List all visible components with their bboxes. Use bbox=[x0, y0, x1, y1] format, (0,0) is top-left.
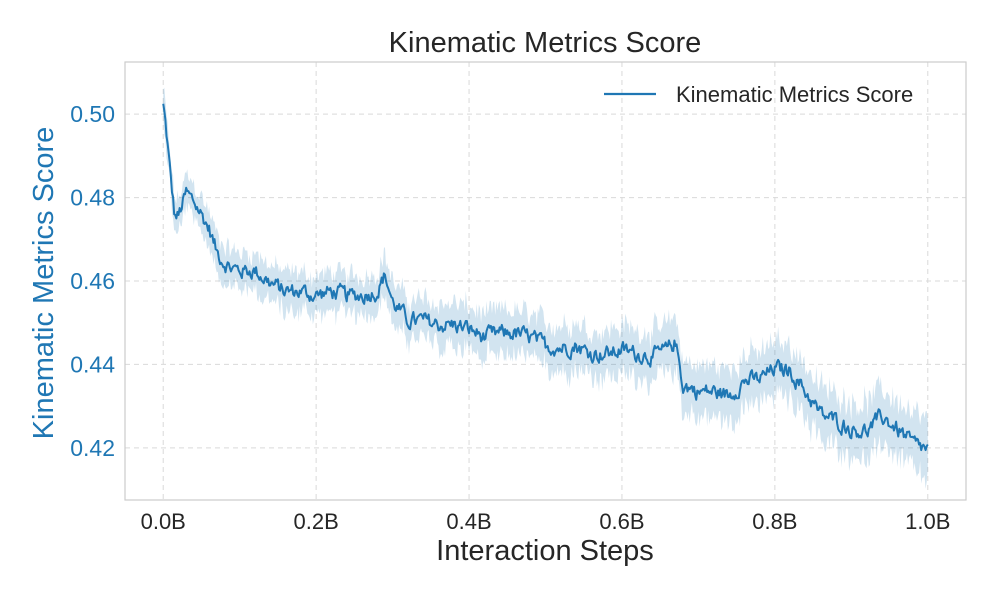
x-tick-label: 0.8B bbox=[752, 509, 797, 534]
y-axis-label: Kinematic Metrics Score bbox=[28, 127, 60, 440]
y-tick-label: 0.42 bbox=[70, 435, 115, 461]
y-tick-label: 0.44 bbox=[70, 351, 115, 377]
series-line-kinematic-metrics-score bbox=[162, 103, 929, 452]
grid-layer bbox=[125, 62, 966, 500]
x-tick-label: 0.6B bbox=[599, 509, 644, 534]
chart-title: Kinematic Metrics Score bbox=[389, 27, 702, 59]
legend-entry-label: Kinematic Metrics Score bbox=[676, 82, 913, 107]
line-layer bbox=[162, 103, 929, 452]
plot-frame bbox=[124, 61, 967, 501]
x-tick-label: 1.0B bbox=[905, 509, 950, 534]
y-tick-label: 0.48 bbox=[70, 185, 115, 211]
x-tick-label: 0.2B bbox=[294, 509, 339, 534]
y-tick-label: 0.50 bbox=[70, 101, 115, 127]
x-axis-label: Interaction Steps bbox=[436, 535, 654, 567]
x-tick-label: 0.0B bbox=[141, 509, 186, 534]
band-layer bbox=[163, 87, 928, 489]
confidence-band bbox=[163, 87, 928, 489]
tick-layer: 0.0B 0.2B 0.4B 0.6B 0.8B 1.0B 0.42 0.44 0.46 0.48… bbox=[70, 101, 950, 534]
y-tick-label: 0.46 bbox=[70, 268, 115, 294]
x-tick-label: 0.4B bbox=[446, 509, 491, 534]
legend: Kinematic Metrics Score bbox=[604, 82, 913, 107]
